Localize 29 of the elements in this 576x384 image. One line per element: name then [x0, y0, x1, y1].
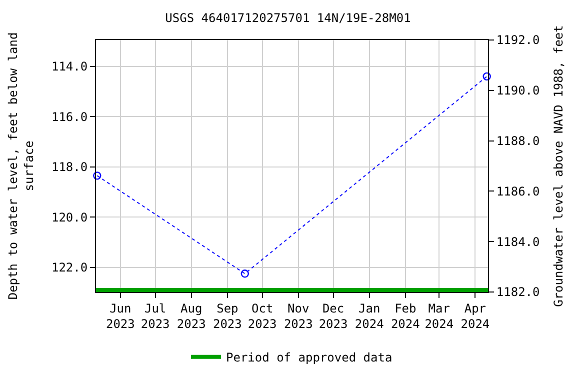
- y-tick-label: 120.0: [51, 210, 88, 224]
- point: [240, 270, 249, 278]
- legend-label: Period of approved data: [226, 350, 392, 365]
- x-tick-label: Nov 2023: [284, 301, 313, 331]
- y-tick-label: 114.0: [51, 60, 88, 74]
- y2-tick-label: 1182.0: [496, 285, 540, 300]
- y-axis-title: Depth to water level, feet below land surface: [6, 32, 36, 300]
- x-tick-label: Mar 2024: [424, 301, 454, 331]
- y-tick-label: 122.0: [51, 260, 88, 275]
- y2-tick-label: 1186.0: [496, 184, 540, 198]
- x-tick-label: Jul 2023: [140, 301, 170, 331]
- y2-tick-label: 1184.0: [496, 234, 540, 249]
- x-tick-label: Dec 2023: [318, 301, 348, 331]
- chart-title: USGS 464017120275701 14N/19E-28M01: [165, 10, 411, 25]
- x-tick-label: Jan 2024: [354, 301, 384, 331]
- y-tick-label: 116.0: [51, 110, 88, 124]
- y2-tick-label: 1188.0: [496, 134, 540, 148]
- x-tick-label: Apr 2024: [460, 301, 490, 331]
- x-tick-label: Feb 2024: [390, 301, 420, 331]
- y2-axis-title: Groundwater level above NAVD 1988, feet: [552, 25, 566, 307]
- point: [482, 72, 491, 81]
- x-tick-label: Sep 2023: [212, 301, 242, 331]
- y-tick-label: 118.0: [51, 160, 88, 174]
- y2-tick-label: 1192.0: [496, 33, 540, 48]
- y2-tick-label: 1190.0: [496, 84, 540, 98]
- x-tick-label: Aug 2023: [176, 301, 206, 331]
- x-tick-label: Jun 2023: [106, 301, 135, 331]
- point: [93, 172, 102, 180]
- x-tick-label: Oct 2023: [248, 301, 277, 331]
